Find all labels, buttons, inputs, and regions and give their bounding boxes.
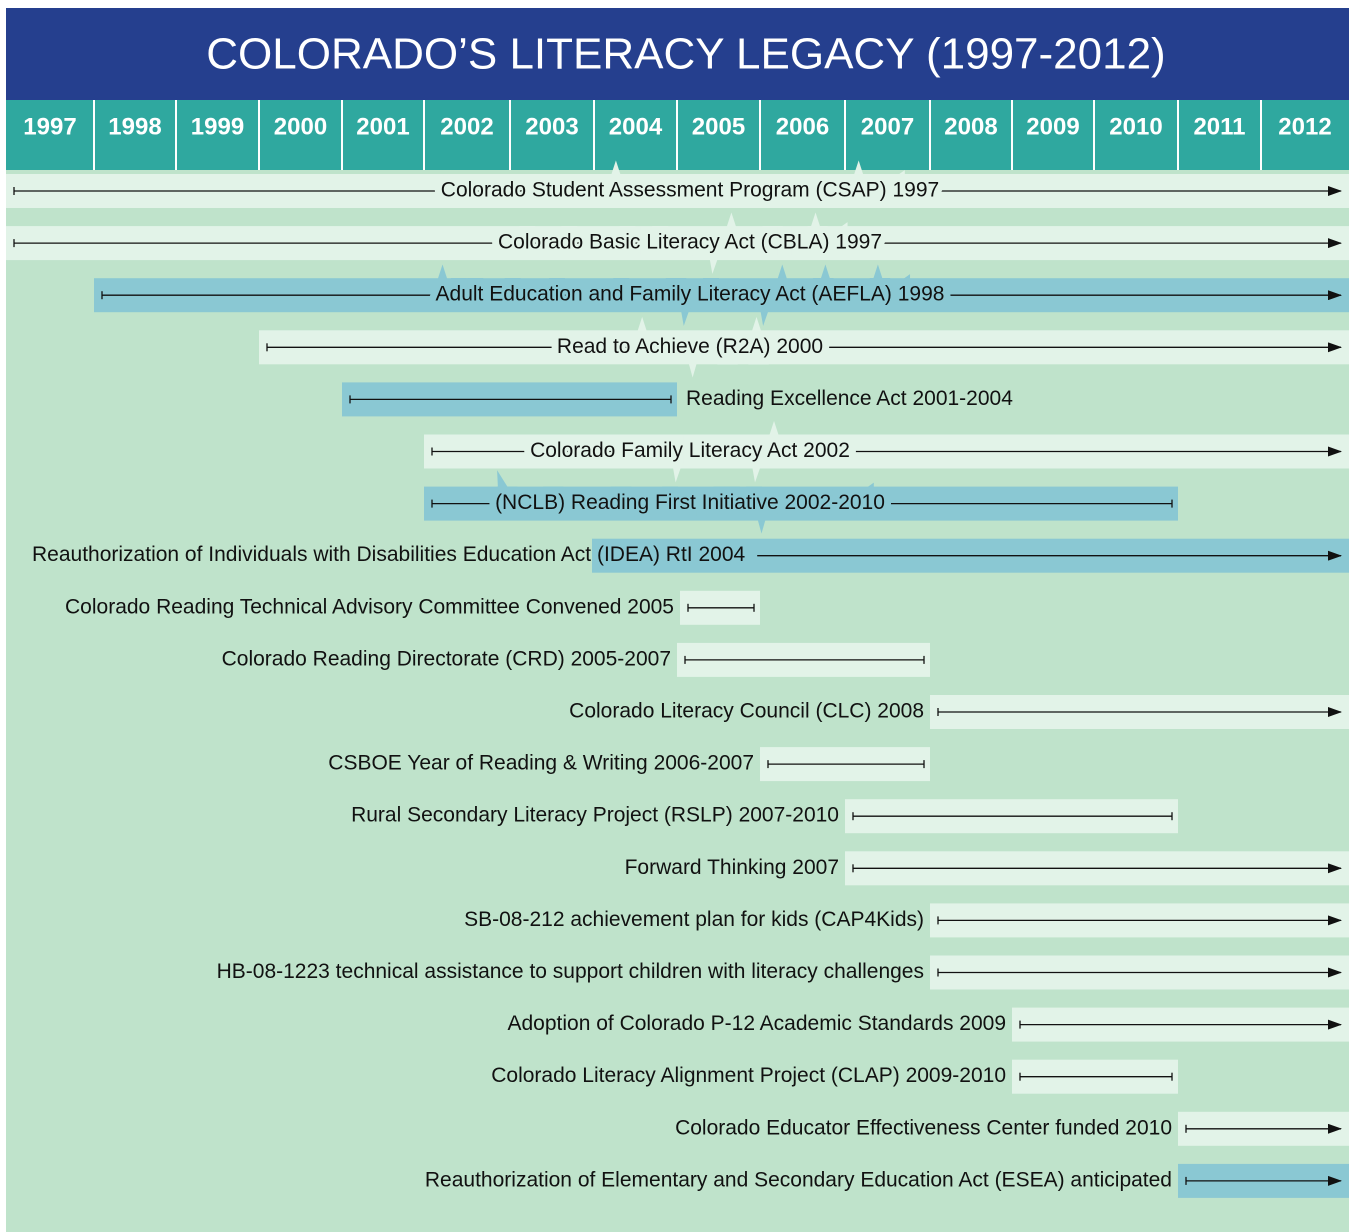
year-label: 2012 [1278, 113, 1331, 140]
year-label: 2002 [440, 113, 493, 140]
item-label: Colorado Reading Directorate (CRD) 2005-… [222, 647, 671, 670]
year-label: 2010 [1109, 113, 1162, 140]
item-label: HB-08-1223 technical assistance to suppo… [217, 960, 924, 983]
item-label: Colorado Reading Technical Advisory Comm… [65, 595, 674, 618]
item-label: (NCLB) Reading First Initiative 2002-201… [495, 491, 885, 514]
year-label: 2011 [1193, 113, 1245, 140]
item-label: Colorado Basic Literacy Act (CBLA) 1997 [498, 231, 882, 254]
year-label: 1997 [23, 113, 76, 140]
item-label: CSBOE Year of Reading & Writing 2006-200… [328, 752, 754, 775]
year-label: 2003 [525, 113, 578, 140]
year-label: 1998 [108, 113, 161, 140]
year-label: 2009 [1026, 113, 1079, 140]
year-label: 2008 [944, 113, 997, 140]
year-label: 2007 [861, 113, 914, 140]
item-label: Colorado Family Literacy Act 2002 [530, 439, 850, 462]
item-label: Colorado Literacy Alignment Project (CLA… [491, 1064, 1006, 1087]
year-label: 2001 [356, 113, 409, 140]
item-label: Colorado Educator Effectiveness Center f… [675, 1116, 1172, 1139]
item-label: Colorado Literacy Council (CLC) 2008 [569, 700, 924, 723]
item-label: Rural Secondary Literacy Project (RSLP) … [351, 804, 839, 827]
year-label: 2006 [776, 113, 829, 140]
item-label: Reading Excellence Act 2001-2004 [686, 387, 1013, 410]
item-label: Reauthorization of Individuals with Disa… [32, 543, 746, 566]
year-label: 2000 [274, 113, 327, 140]
item-label: Reauthorization of Elementary and Second… [425, 1168, 1172, 1191]
title-bar [6, 8, 1349, 100]
item-label: Colorado Student Assessment Program (CSA… [441, 179, 939, 202]
item-label: Forward Thinking 2007 [625, 856, 839, 879]
item-label: Adult Education and Family Literacy Act … [436, 283, 945, 306]
year-label: 1999 [191, 113, 244, 140]
title: COLORADO’S LITERACY LEGACY (1997-2012) [206, 30, 1165, 79]
year-label: 2005 [692, 113, 745, 140]
item-label: SB-08-212 achievement plan for kids (CAP… [464, 908, 924, 931]
item-label: Adoption of Colorado P-12 Academic Stand… [508, 1012, 1007, 1035]
year-label: 2004 [609, 113, 663, 140]
item-label: Read to Achieve (R2A) 2000 [557, 335, 823, 358]
